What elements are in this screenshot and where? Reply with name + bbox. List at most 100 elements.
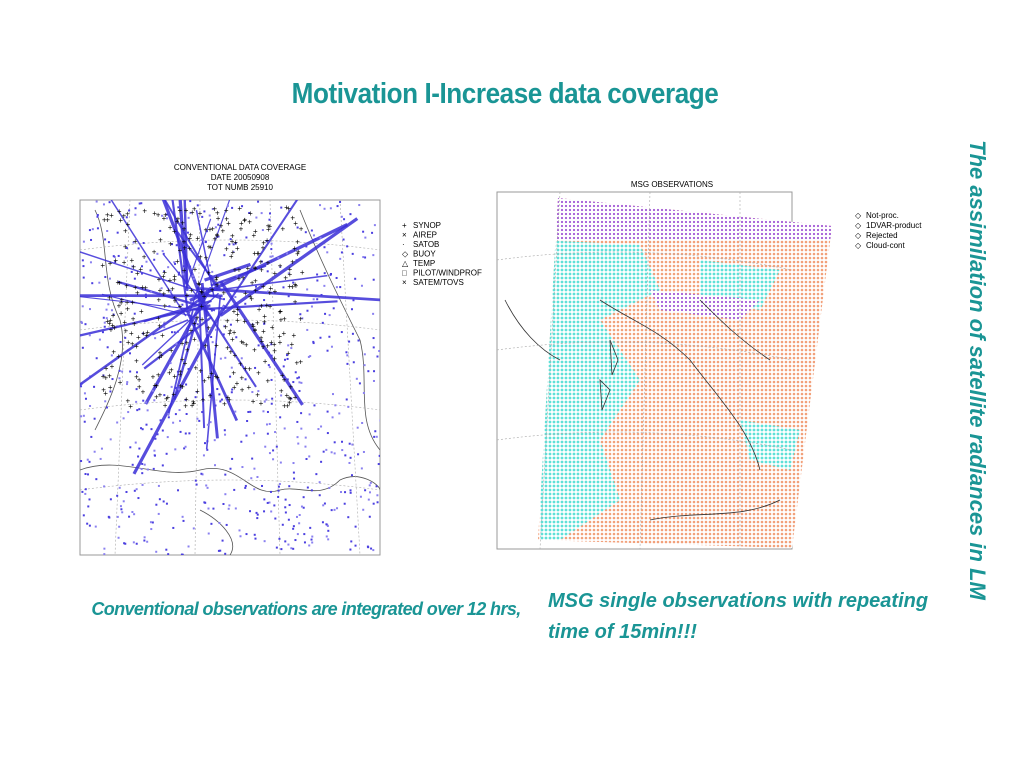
obs-dot: [187, 216, 190, 219]
obs-dot: [140, 468, 143, 471]
obs-dot: [125, 490, 128, 493]
synop-mark: +: [123, 226, 128, 235]
obs-dot: [107, 515, 110, 518]
obs-dot: [174, 262, 177, 265]
synop-mark: +: [208, 225, 213, 234]
obs-dot: [298, 522, 301, 525]
obs-dot: [80, 320, 83, 323]
legend-label: SATEM/TOVS: [413, 278, 464, 287]
obs-dot: [192, 277, 195, 280]
obs-dot: [356, 426, 359, 429]
obs-dot: [323, 502, 326, 505]
obs-dot: [287, 295, 290, 298]
obs-dot: [169, 362, 172, 365]
obs-dot: [254, 537, 257, 540]
legend-label: BUOY: [413, 250, 436, 259]
obs-dot: [125, 247, 128, 250]
synop-mark: +: [123, 326, 128, 335]
obs-dot: [208, 214, 211, 217]
obs-dot: [234, 507, 237, 510]
obs-dot: [251, 457, 254, 460]
obs-dot: [157, 512, 160, 515]
obs-dot: [140, 272, 143, 275]
synop-mark: +: [178, 206, 183, 215]
obs-dot: [367, 370, 370, 373]
obs-dot: [292, 462, 295, 465]
obs-dot: [235, 303, 238, 306]
obs-dot: [104, 275, 107, 278]
obs-dot: [287, 518, 290, 521]
obs-dot: [302, 506, 305, 509]
synop-mark: +: [126, 338, 131, 347]
synop-mark: +: [268, 289, 273, 298]
obs-dot: [300, 381, 303, 384]
synop-mark: +: [268, 302, 273, 311]
obs-dot: [150, 428, 153, 431]
obs-dot: [327, 529, 330, 532]
obs-dot: [376, 494, 379, 497]
obs-dot: [304, 436, 307, 439]
obs-dot: [284, 511, 287, 514]
synop-mark: +: [226, 393, 231, 402]
obs-dot: [256, 513, 259, 516]
obs-dot: [296, 436, 299, 439]
obs-dot: [161, 214, 164, 217]
obs-dot: [241, 205, 244, 208]
obs-dot: [117, 254, 120, 257]
obs-dot: [135, 488, 138, 491]
obs-dot: [283, 427, 286, 430]
obs-dot: [95, 200, 98, 203]
synop-mark: +: [180, 339, 185, 348]
synop-mark: +: [278, 307, 283, 316]
obs-dot: [95, 357, 98, 360]
obs-dot: [206, 440, 209, 443]
obs-dot: [83, 420, 86, 423]
obs-dot: [318, 481, 321, 484]
synop-mark: +: [298, 315, 303, 324]
synop-mark: +: [232, 328, 237, 337]
obs-dot: [287, 543, 290, 546]
obs-dot: [217, 223, 220, 226]
obs-dot: [244, 486, 247, 489]
obs-dot: [263, 510, 266, 513]
obs-dot: [182, 519, 185, 522]
synop-mark: +: [227, 396, 232, 405]
synop-mark: +: [172, 276, 177, 285]
obs-dot: [145, 401, 148, 404]
obs-dot: [344, 454, 347, 457]
obs-dot: [89, 308, 92, 311]
obs-dot: [223, 325, 226, 328]
obs-dot: [349, 489, 352, 492]
obs-dot: [235, 336, 238, 339]
obs-dot: [167, 266, 170, 269]
obs-dot: [372, 312, 375, 315]
synop-mark: +: [182, 266, 187, 275]
obs-dot: [240, 357, 243, 360]
synop-mark: +: [195, 313, 200, 322]
obs-dot: [250, 477, 253, 480]
obs-dot: [171, 331, 174, 334]
obs-dot: [290, 547, 293, 550]
obs-dot: [355, 377, 358, 380]
synop-mark: +: [164, 395, 169, 404]
obs-dot: [282, 365, 285, 368]
map-left: + + + + + + + + + + + + + + + + + + + + + + + + + + + + + + + + + + + + + + + +…: [80, 200, 380, 555]
obs-dot: [214, 464, 217, 467]
obs-dot: [209, 393, 212, 396]
obs-dot: [379, 552, 380, 555]
synop-mark: +: [235, 379, 240, 388]
obs-dot: [122, 417, 125, 420]
synop-mark: +: [172, 272, 177, 281]
synop-mark: +: [287, 394, 292, 403]
synop-mark: +: [280, 371, 285, 380]
obs-dot: [251, 391, 254, 394]
obs-dot: [145, 423, 148, 426]
track: [205, 295, 222, 450]
synop-mark: +: [100, 261, 105, 270]
obs-dot: [312, 238, 315, 241]
synop-mark: +: [112, 324, 117, 333]
synop-mark: +: [281, 225, 286, 234]
obs-dot: [372, 337, 375, 340]
obs-dot: [179, 430, 182, 433]
synop-mark: +: [196, 279, 201, 288]
